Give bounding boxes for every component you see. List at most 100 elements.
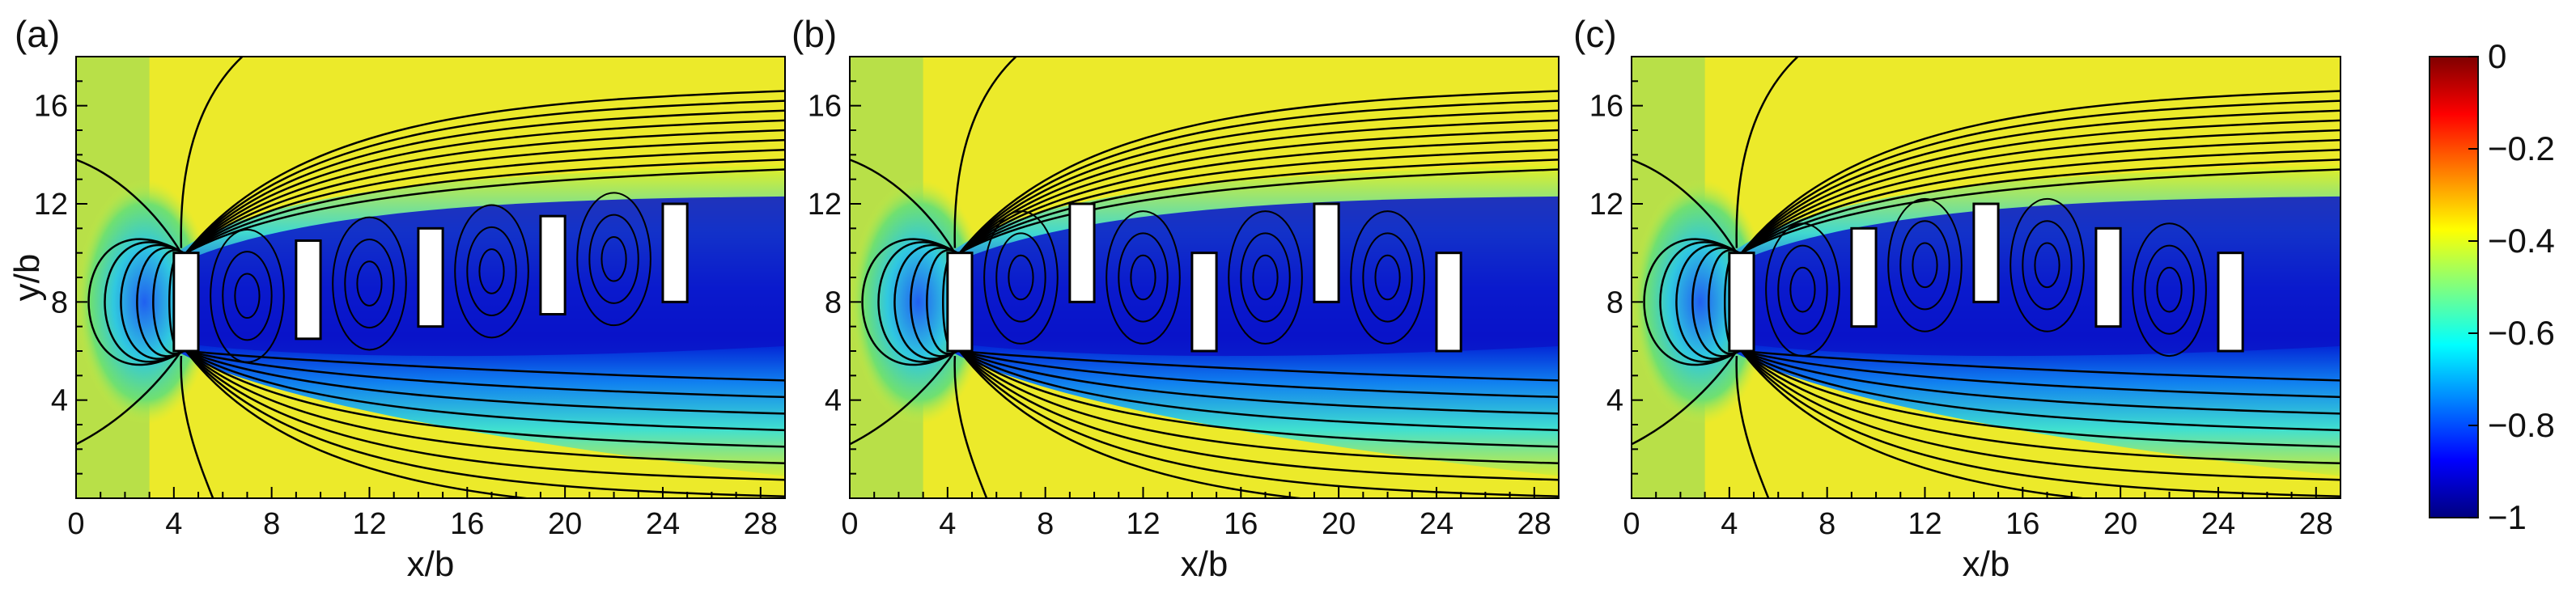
colorbar-tick-label: −1 — [2488, 498, 2527, 536]
bluff-body — [1190, 252, 1218, 353]
contour-line — [1740, 99, 2340, 254]
contour-line — [953, 57, 1017, 248]
contour-line — [1659, 241, 1740, 363]
panel-c-axes: 0 4 8 12 16 20 24 28 4 8 12 16 — [1589, 56, 2341, 541]
colorbar-tick-label: 0 — [2488, 37, 2506, 75]
contour-line — [1740, 350, 2090, 498]
contour-line — [2022, 220, 2073, 311]
x-tick-label: 4 — [165, 507, 182, 541]
contour-line — [1741, 129, 2340, 254]
x-tick-label: 12 — [352, 507, 386, 541]
contour-line — [185, 349, 785, 432]
bluff-body — [946, 252, 974, 353]
contour-line — [1228, 210, 1303, 345]
contour-line — [1735, 356, 1770, 498]
contour-line — [1887, 197, 1963, 332]
contour-line — [926, 249, 958, 355]
contour-line — [1632, 350, 1738, 446]
contour-line — [958, 99, 1559, 254]
bluff-body — [539, 214, 567, 316]
contour-line — [1741, 159, 2340, 254]
x-tick-label: 8 — [1818, 507, 1835, 541]
contour-line — [185, 349, 785, 382]
contour-line — [454, 204, 529, 339]
contour-line — [959, 350, 1559, 465]
bluff-body — [1435, 252, 1462, 353]
contour-line — [1362, 232, 1413, 323]
panel-a-contours — [76, 57, 785, 498]
contour-line — [104, 241, 185, 363]
colorbar-tick-label: −0.6 — [2488, 314, 2555, 352]
x-tick-label: 4 — [939, 507, 956, 541]
contour-line — [1777, 244, 1828, 335]
y-tick-label: 4 — [51, 384, 68, 418]
contour-line — [601, 235, 627, 282]
contour-line — [76, 350, 182, 446]
contour-line — [1130, 254, 1156, 301]
contour-line — [1735, 57, 1799, 248]
contour-line — [185, 149, 785, 254]
panel-b: (b) 0 4 8 12 16 20 24 28 4 8 12 16 x/b — [791, 13, 1560, 584]
field-upstream-region — [850, 179, 987, 425]
contour-line — [959, 349, 1559, 399]
contour-line — [1741, 349, 2340, 432]
contour-line — [1675, 244, 1740, 360]
bluff-body — [2217, 252, 2244, 353]
x-tick-label: 20 — [548, 507, 582, 541]
contour-line — [959, 350, 1559, 481]
bluff-body — [2094, 226, 2122, 328]
contour-line — [959, 129, 1559, 254]
contour-line — [995, 232, 1046, 323]
y-tick-label: 8 — [825, 286, 842, 319]
contour-line — [959, 168, 1559, 254]
bluff-body — [295, 239, 322, 341]
contour-line — [76, 159, 182, 254]
y-tick-label: 4 — [825, 384, 842, 418]
colorbar-tick-label: −0.2 — [2488, 129, 2555, 167]
y-tick-label: 16 — [1589, 90, 1623, 124]
colorbar-tick-label: −0.4 — [2488, 222, 2555, 260]
x-tick-label: 24 — [1420, 507, 1454, 541]
y-tick-label: 12 — [34, 188, 68, 222]
contour-line — [959, 349, 1559, 382]
contour-line — [910, 247, 958, 358]
contour-line — [1789, 266, 1816, 313]
contour-line — [1741, 138, 2340, 254]
contour-line — [344, 238, 395, 329]
contour-line — [1741, 349, 2340, 448]
contour-line — [180, 356, 214, 498]
contour-line — [959, 138, 1559, 254]
panel-b-letter: (b) — [791, 13, 837, 55]
contour-line — [234, 273, 261, 319]
contour-line — [1008, 254, 1034, 301]
contour-line — [185, 349, 785, 448]
contour-line — [185, 349, 785, 415]
contour-line — [958, 90, 1559, 254]
contour-line — [850, 159, 956, 254]
contour-line — [185, 350, 785, 481]
bluff-body — [417, 226, 444, 328]
field-upstream-region — [1632, 179, 1769, 425]
bluff-body — [1068, 202, 1096, 303]
contour-line — [588, 214, 639, 304]
x-tick-label: 12 — [1908, 507, 1942, 541]
x-tick-label: 0 — [1623, 507, 1640, 541]
x-tick-label: 24 — [2201, 507, 2235, 541]
contour-line — [1643, 238, 1740, 366]
panel-a-plot — [76, 57, 785, 498]
contour-line — [185, 109, 785, 254]
contour-line — [185, 159, 785, 254]
contour-line — [1741, 349, 2340, 399]
panel-c-xlabel: x/b — [1963, 544, 2010, 584]
colorbar-tick-label: −0.8 — [2488, 406, 2555, 444]
panel-a-axes: 0 4 8 12 16 20 24 28 4 8 12 16 — [34, 56, 786, 541]
contour-line — [953, 356, 988, 498]
contour-line — [959, 109, 1559, 254]
contour-line — [959, 349, 1559, 415]
panel-a-xlabel: x/b — [407, 544, 455, 584]
contour-line — [332, 216, 407, 351]
panel-b-axes: 0 4 8 12 16 20 24 28 4 8 12 16 — [808, 56, 1560, 541]
contour-line — [1741, 350, 2340, 465]
y-tick-label: 16 — [808, 90, 842, 124]
